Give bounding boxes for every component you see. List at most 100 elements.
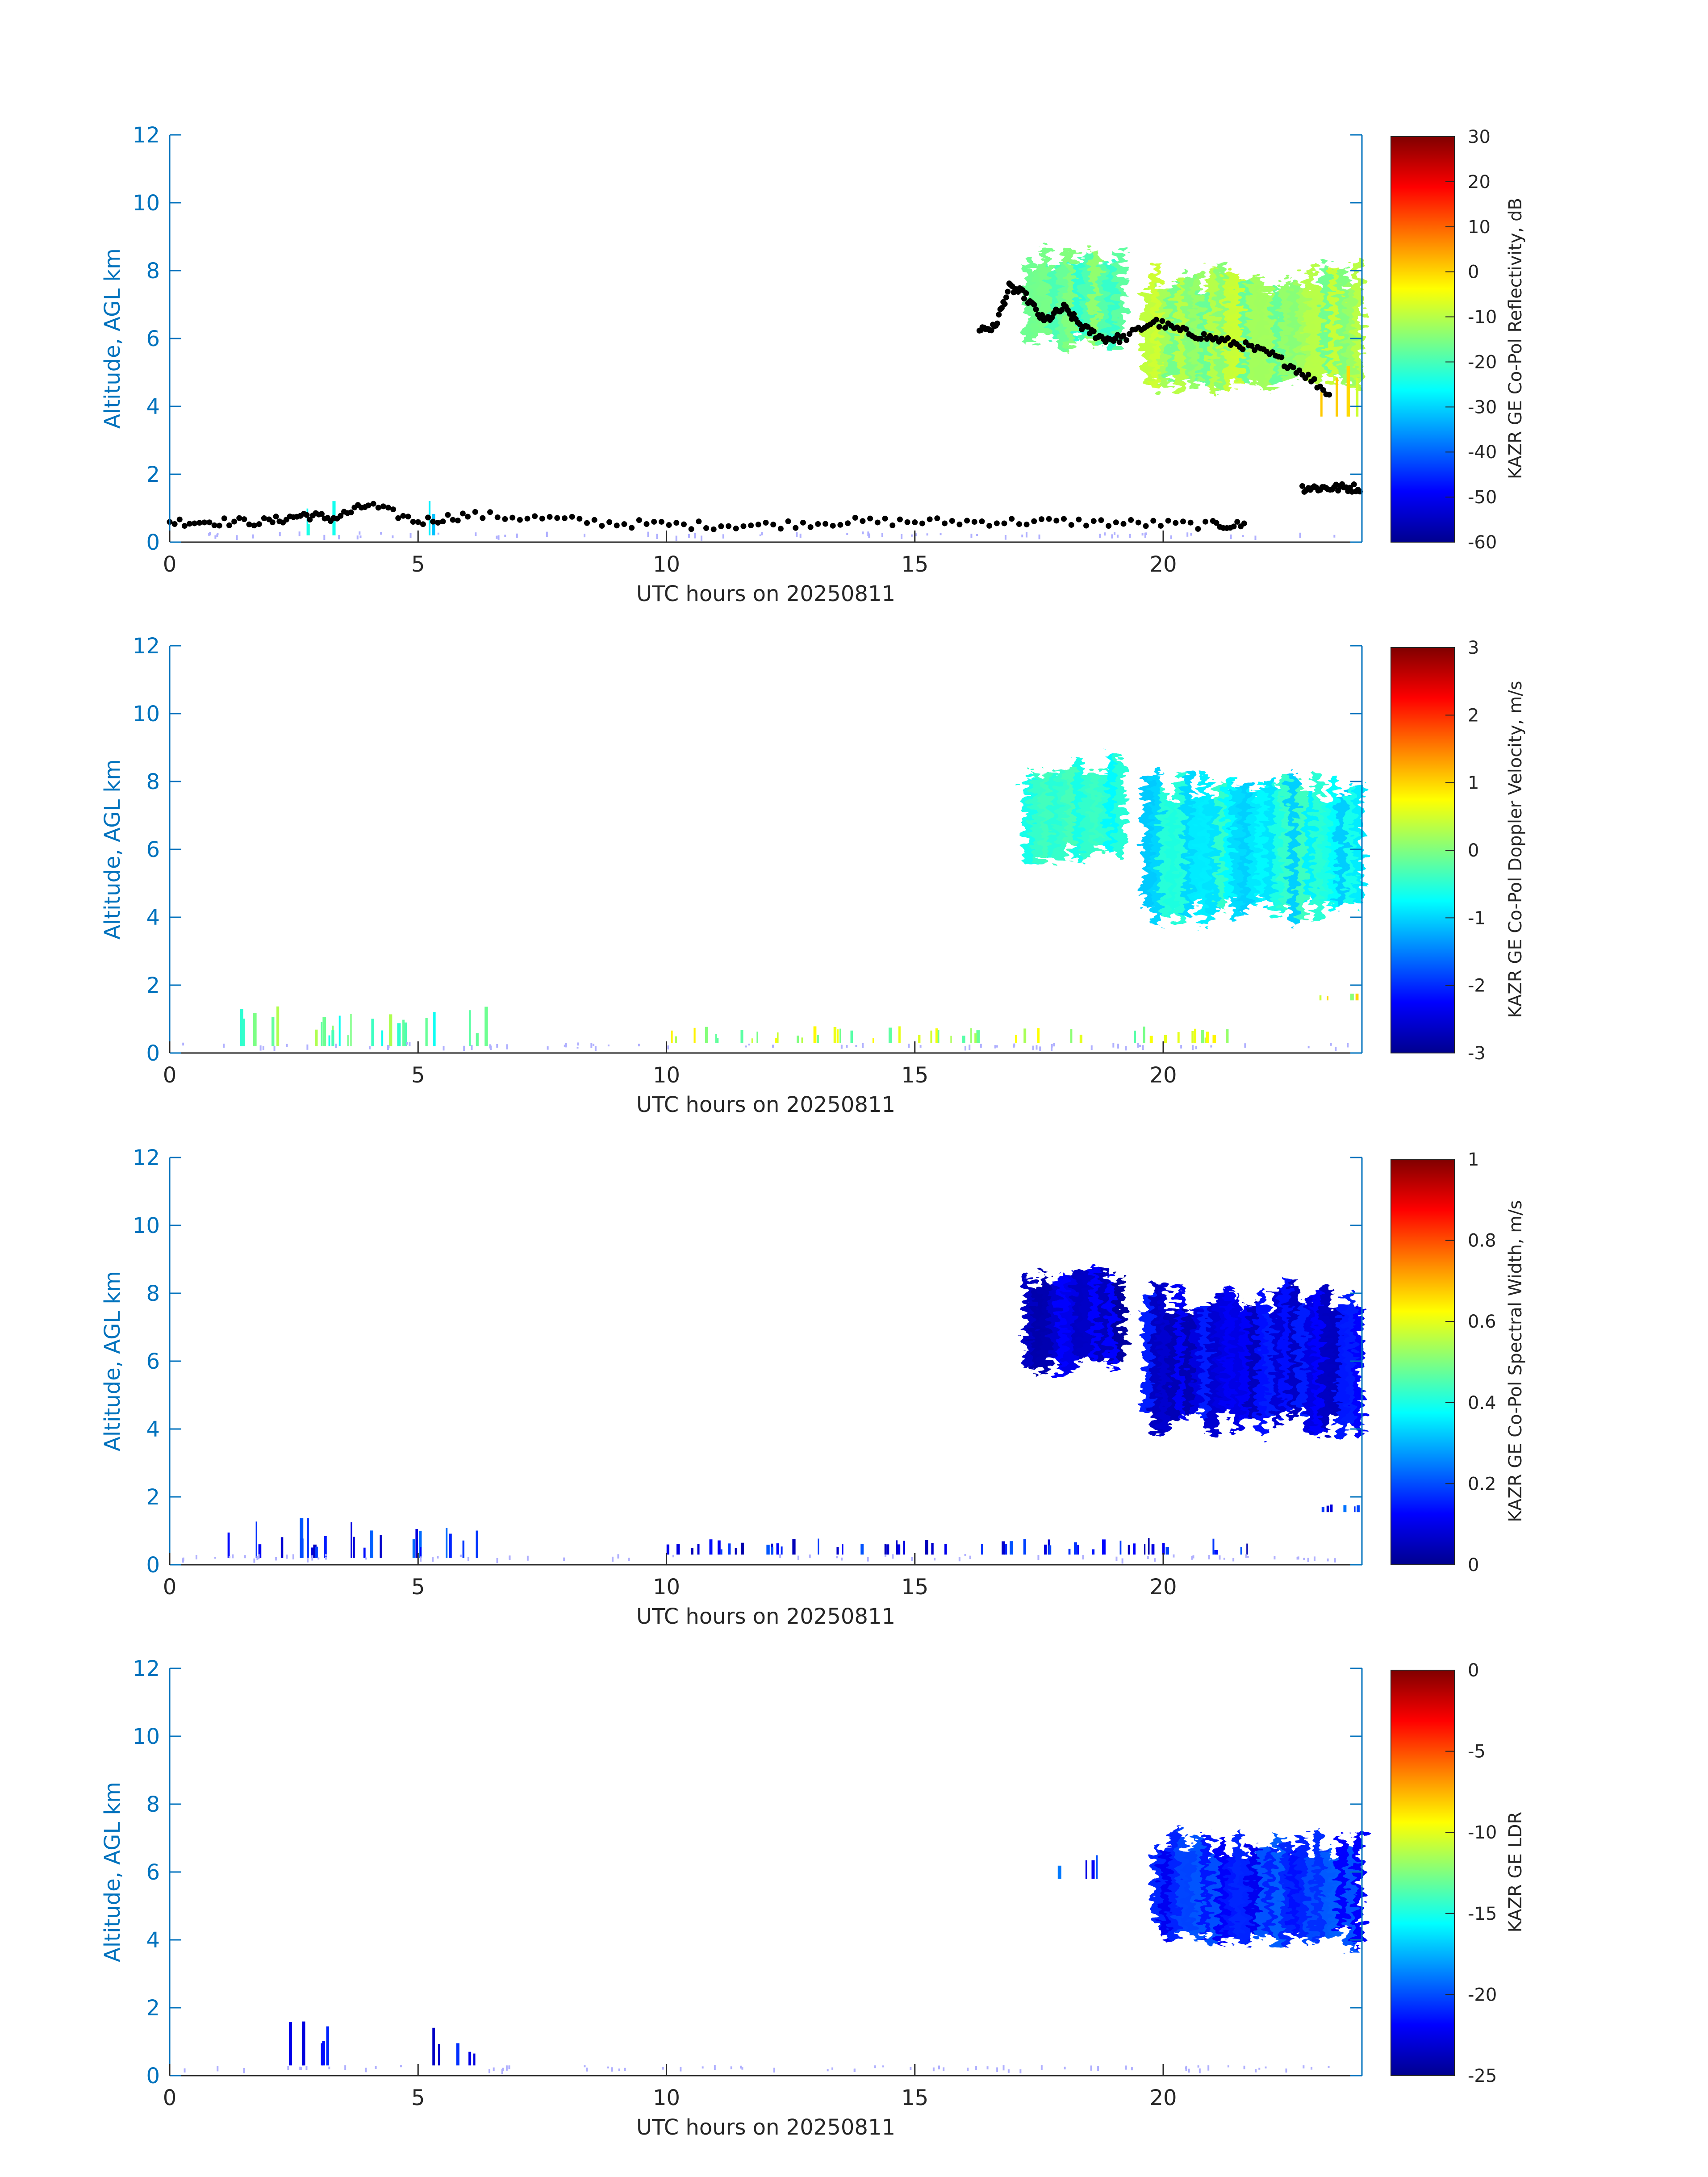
echo-streak [469, 1010, 471, 1046]
cloud-base-point [1173, 520, 1179, 526]
clutter-speck [359, 535, 362, 539]
echo-streak [315, 1029, 318, 1046]
y-tick-label: 2 [146, 1485, 160, 1510]
cloud-base-point [226, 522, 232, 528]
clutter-speck [306, 1044, 309, 1050]
clutter-speck [488, 2069, 490, 2073]
clutter-speck [217, 533, 219, 535]
cloud-base-point [1120, 332, 1127, 338]
cloud-base-point [576, 516, 583, 522]
cloud-base-point [710, 526, 717, 532]
clutter-speck [1243, 2065, 1245, 2069]
cloud-base-point [897, 516, 903, 522]
clutter-speck [836, 1556, 838, 1559]
echo-column [1240, 783, 1249, 914]
cloud-base-point [599, 523, 605, 529]
x-tick-label: 10 [653, 1063, 680, 1088]
clutter-speck [1039, 1046, 1041, 1051]
clutter-speck [1195, 1045, 1197, 1049]
cloud-base-point [375, 505, 381, 511]
cloud-base-point [241, 516, 247, 522]
echo-streak [1246, 1543, 1248, 1555]
echo-column [1176, 1286, 1185, 1420]
cloud-base-point [823, 521, 828, 527]
echo-streak [271, 1017, 275, 1046]
clutter-speck [1131, 2067, 1133, 2071]
colorbar-tick-label: 10 [1468, 217, 1491, 238]
echo-column [1208, 799, 1217, 914]
cloud-base-point [1213, 334, 1219, 341]
echo-column [1313, 774, 1322, 923]
echo-streak [1044, 1544, 1047, 1555]
clutter-speck [1307, 1558, 1309, 1562]
colorbar-tick-label: -15 [1468, 1904, 1497, 1924]
echo-streak [449, 1534, 452, 1558]
echo-column [1353, 782, 1363, 901]
y-tick-label: 4 [146, 1928, 160, 1953]
echo-streak [363, 1547, 366, 1558]
echo-streak [1048, 1545, 1052, 1555]
echo-streak [1212, 1538, 1215, 1555]
cloud-base-point [785, 518, 791, 524]
echo-streak [425, 1018, 428, 1046]
echo-column [1257, 1847, 1266, 1938]
echo-streak [433, 1012, 436, 1046]
cloud-base-point [1059, 307, 1065, 313]
y-axis-label: Altitude, AGL km [100, 248, 125, 429]
echo-column [1032, 1284, 1042, 1372]
cloud-base-point [1299, 483, 1305, 489]
clutter-speck [1121, 1558, 1123, 1564]
cloud-base-point [763, 520, 769, 526]
echo-streak [1194, 1028, 1197, 1043]
cloud-base-point [1005, 288, 1011, 295]
clutter-speck [908, 1044, 910, 1048]
echo-streak [1148, 1538, 1150, 1555]
clutter-speck [1307, 1046, 1310, 1049]
echo-column [1345, 284, 1355, 386]
cloud-base-point [996, 311, 1002, 318]
echo-streak [715, 1034, 717, 1043]
echo-streak [962, 1036, 965, 1043]
cloud-base-point [1039, 312, 1045, 318]
clutter-speck [926, 533, 928, 536]
clutter-speck [1334, 1558, 1336, 1563]
echo-streak [402, 1020, 405, 1046]
cloud-base-point [273, 514, 279, 520]
clutter-speck [406, 1042, 408, 1045]
clutter-speck [745, 1045, 747, 1048]
clutter-speck [911, 1557, 913, 1561]
echo-column [1201, 1834, 1211, 1935]
cloud-base-point [1203, 518, 1209, 525]
cloud-base-point [681, 521, 687, 527]
cloud-base-point [502, 516, 508, 522]
echo-column [1169, 1830, 1178, 1938]
cloud-base-point [370, 501, 376, 507]
echo-streak [1134, 1030, 1136, 1043]
echo-streak [331, 1030, 334, 1046]
clutter-speck [624, 2068, 626, 2071]
clutter-speck [840, 1045, 843, 1049]
echo-column [1257, 1289, 1265, 1436]
echo-streak [476, 1530, 478, 1558]
clutter-speck [259, 1045, 262, 1051]
clutter-speck [1053, 1043, 1055, 1047]
echo-column [1143, 1295, 1153, 1414]
echo-column [1098, 1267, 1108, 1363]
clutter-speck [1147, 1556, 1149, 1559]
clutter-speck [831, 2067, 834, 2070]
cloud-base-point [385, 505, 391, 511]
echo-streak [438, 2044, 440, 2066]
cloud-base-point [733, 525, 739, 531]
echo-streak [741, 1542, 744, 1555]
cloud-base-point [494, 514, 501, 521]
y-tick-label: 10 [133, 191, 160, 216]
clutter-speck [964, 1554, 966, 1556]
echo-streak [484, 1007, 488, 1046]
cloud-base-point [927, 516, 933, 522]
cloud-base-point [171, 521, 178, 527]
echo-streak [930, 1030, 932, 1043]
echo-streak [1321, 1507, 1324, 1513]
echo-column [1297, 1300, 1306, 1412]
clutter-speck [1144, 532, 1146, 538]
